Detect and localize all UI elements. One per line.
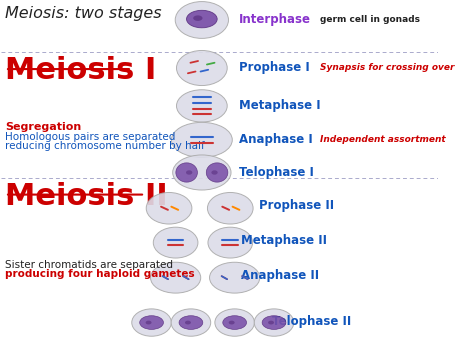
Ellipse shape: [176, 50, 227, 86]
Ellipse shape: [171, 309, 211, 336]
Text: Meiosis II: Meiosis II: [5, 182, 168, 210]
Ellipse shape: [268, 321, 274, 325]
Ellipse shape: [175, 1, 228, 38]
Text: Metaphase II: Metaphase II: [241, 234, 327, 247]
Text: Sister chromatids are separated: Sister chromatids are separated: [5, 260, 173, 270]
Ellipse shape: [151, 262, 201, 293]
Text: Interphase: Interphase: [239, 13, 311, 26]
Ellipse shape: [146, 193, 192, 224]
Ellipse shape: [254, 309, 294, 336]
Text: Homologous pairs are separated: Homologous pairs are separated: [5, 132, 175, 142]
Ellipse shape: [193, 15, 202, 21]
Ellipse shape: [229, 321, 235, 325]
Text: Independent assortment: Independent assortment: [320, 135, 446, 144]
Ellipse shape: [187, 10, 217, 28]
Ellipse shape: [186, 170, 192, 175]
Ellipse shape: [132, 309, 171, 336]
Ellipse shape: [215, 309, 255, 336]
Text: Telophase I: Telophase I: [239, 166, 314, 179]
Ellipse shape: [185, 321, 191, 325]
Ellipse shape: [206, 163, 228, 182]
Ellipse shape: [179, 316, 203, 329]
Text: producing four haploid gametes: producing four haploid gametes: [5, 269, 195, 279]
Text: Segregation: Segregation: [5, 122, 82, 132]
Ellipse shape: [210, 262, 260, 293]
Text: Synapsis for crossing over: Synapsis for crossing over: [320, 63, 455, 72]
Ellipse shape: [262, 316, 286, 329]
Ellipse shape: [173, 155, 231, 190]
Ellipse shape: [223, 316, 246, 329]
Ellipse shape: [208, 227, 253, 258]
Text: Prophase I: Prophase I: [239, 61, 310, 74]
Text: reducing chromosome number by half: reducing chromosome number by half: [5, 141, 205, 151]
Ellipse shape: [153, 227, 198, 258]
Text: Anaphase I: Anaphase I: [239, 133, 313, 146]
Ellipse shape: [176, 163, 197, 182]
Ellipse shape: [176, 90, 227, 122]
Ellipse shape: [211, 170, 218, 175]
Text: Meiosis I: Meiosis I: [5, 56, 156, 85]
Ellipse shape: [140, 316, 164, 329]
Text: Prophase II: Prophase II: [259, 199, 334, 212]
Ellipse shape: [208, 193, 253, 224]
Ellipse shape: [172, 122, 232, 157]
Text: Meiosis: two stages: Meiosis: two stages: [5, 6, 162, 21]
Text: germ cell in gonads: germ cell in gonads: [320, 15, 420, 25]
Text: Telophase II: Telophase II: [272, 315, 351, 328]
Text: Metaphase I: Metaphase I: [239, 99, 320, 112]
Text: Anaphase II: Anaphase II: [241, 269, 319, 282]
Ellipse shape: [146, 321, 152, 325]
